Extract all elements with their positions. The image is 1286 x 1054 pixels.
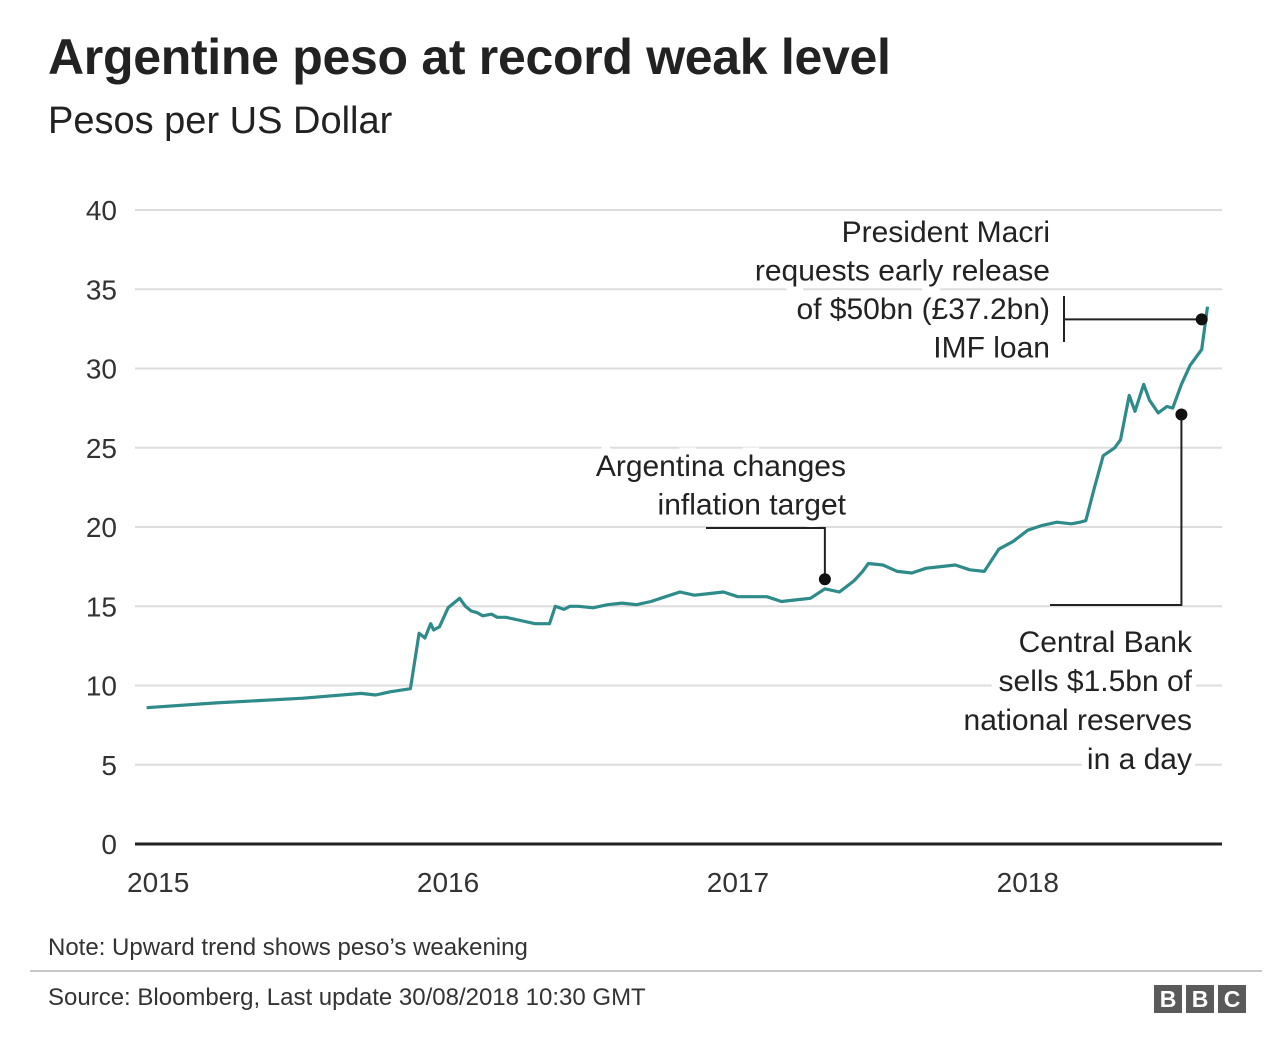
annotation-text: President Macri <box>842 216 1050 249</box>
bbc-logo: B B C <box>1154 985 1246 1013</box>
series-line <box>146 306 1210 710</box>
bbc-logo-letter: B <box>1186 985 1214 1013</box>
y-tick-label: 5 <box>101 750 117 781</box>
chart-subtitle: Pesos per US Dollar <box>48 100 393 142</box>
y-axis-ticks: 0 5 10 15 20 25 30 35 40 <box>86 195 117 860</box>
chart-title: Argentine peso at record weak level <box>48 29 891 85</box>
footer-divider <box>30 970 1262 972</box>
annotation-text: IMF loan <box>933 332 1050 365</box>
x-tick-label: 2016 <box>417 867 479 898</box>
y-tick-label: 0 <box>101 829 117 860</box>
annotation-text: requests early release <box>755 255 1050 288</box>
annotation-connector <box>706 527 826 580</box>
line-chart: 0 5 10 15 20 25 30 35 40 2015 2016 2017 2018 Presid… <box>86 195 1222 898</box>
bbc-logo-letter: C <box>1218 985 1246 1013</box>
annotation-text: national reserves <box>964 704 1192 737</box>
y-tick-label: 25 <box>86 433 117 464</box>
y-tick-label: 20 <box>86 512 117 543</box>
y-tick-label: 30 <box>86 354 117 385</box>
annotation-text: inflation target <box>658 489 847 522</box>
x-tick-label: 2018 <box>997 867 1059 898</box>
y-tick-label: 35 <box>86 274 117 305</box>
series-layer <box>146 306 1210 710</box>
bbc-logo-letter: B <box>1154 985 1182 1013</box>
source-text: Source: Bloomberg, Last update 30/08/201… <box>48 984 646 1011</box>
annotation-text: of $50bn (£37.2bn) <box>796 293 1050 326</box>
annotation-text: sells $1.5bn of <box>999 665 1193 698</box>
annotation-dot <box>1175 408 1188 421</box>
chart-note: Note: Upward trend shows peso’s weakenin… <box>48 934 528 961</box>
y-tick-label: 15 <box>86 591 117 622</box>
annotation-connector <box>1050 414 1183 606</box>
x-axis-ticks: 2015 2016 2017 2018 <box>127 867 1059 898</box>
annotation-dot <box>818 573 831 586</box>
annotation-dot <box>1195 313 1208 326</box>
y-tick-label: 40 <box>86 195 117 226</box>
y-tick-label: 10 <box>86 671 117 702</box>
x-tick-label: 2017 <box>707 867 769 898</box>
annotation-text: Central Bank <box>1019 626 1193 659</box>
annotation-text: in a day <box>1087 743 1192 776</box>
annotations: President Macri requests early release of … <box>589 209 1208 783</box>
annotation-text: Argentina changes <box>596 450 846 483</box>
x-tick-label: 2015 <box>127 867 189 898</box>
